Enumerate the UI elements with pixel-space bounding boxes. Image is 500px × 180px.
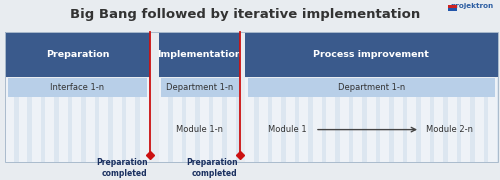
Text: Department 1-n: Department 1-n: [166, 83, 233, 92]
Bar: [456, 78, 461, 162]
Text: Department 1-n: Department 1-n: [338, 83, 405, 92]
Text: Preparation
completed: Preparation completed: [186, 158, 238, 178]
Bar: [416, 78, 420, 162]
Bar: [182, 78, 186, 162]
Bar: [14, 78, 18, 162]
Text: Preparation: Preparation: [46, 50, 109, 59]
Text: Module 2-n: Module 2-n: [426, 125, 474, 134]
Bar: [149, 78, 150, 162]
Bar: [389, 78, 394, 162]
Bar: [95, 78, 100, 162]
Bar: [254, 78, 258, 162]
Bar: [5, 32, 150, 77]
Bar: [430, 78, 434, 162]
Bar: [8, 78, 147, 97]
Bar: [54, 78, 59, 162]
Bar: [159, 32, 240, 77]
Bar: [160, 78, 238, 97]
Bar: [335, 78, 340, 162]
Bar: [5, 32, 498, 162]
Bar: [322, 78, 326, 162]
Bar: [168, 78, 172, 162]
Bar: [448, 5, 457, 8]
Bar: [245, 78, 498, 162]
Bar: [82, 78, 86, 162]
Bar: [268, 78, 272, 162]
Bar: [448, 8, 457, 11]
Bar: [108, 78, 113, 162]
Text: Preparation
completed: Preparation completed: [96, 158, 148, 178]
Bar: [136, 78, 140, 162]
Text: Module 1: Module 1: [268, 125, 307, 134]
Bar: [362, 78, 366, 162]
Bar: [236, 78, 240, 162]
Bar: [281, 78, 285, 162]
Bar: [348, 78, 353, 162]
Bar: [122, 78, 126, 162]
Text: Process improvement: Process improvement: [314, 50, 429, 59]
Bar: [245, 32, 498, 77]
Bar: [28, 78, 32, 162]
Bar: [41, 78, 46, 162]
Bar: [195, 78, 200, 162]
Bar: [5, 78, 150, 162]
Bar: [308, 78, 312, 162]
Bar: [208, 78, 213, 162]
Bar: [402, 78, 407, 162]
Bar: [222, 78, 226, 162]
Text: projektron: projektron: [451, 3, 494, 9]
Bar: [484, 78, 488, 162]
Bar: [294, 78, 299, 162]
Bar: [470, 78, 474, 162]
Bar: [443, 78, 448, 162]
Bar: [68, 78, 72, 162]
Bar: [248, 78, 495, 97]
Text: Interface 1-n: Interface 1-n: [50, 83, 104, 92]
Bar: [376, 78, 380, 162]
Text: Module 1-n: Module 1-n: [176, 125, 223, 134]
Bar: [159, 78, 240, 162]
Text: Implementation: Implementation: [157, 50, 242, 59]
Text: Big Bang followed by iterative implementation: Big Bang followed by iterative implement…: [70, 8, 420, 21]
